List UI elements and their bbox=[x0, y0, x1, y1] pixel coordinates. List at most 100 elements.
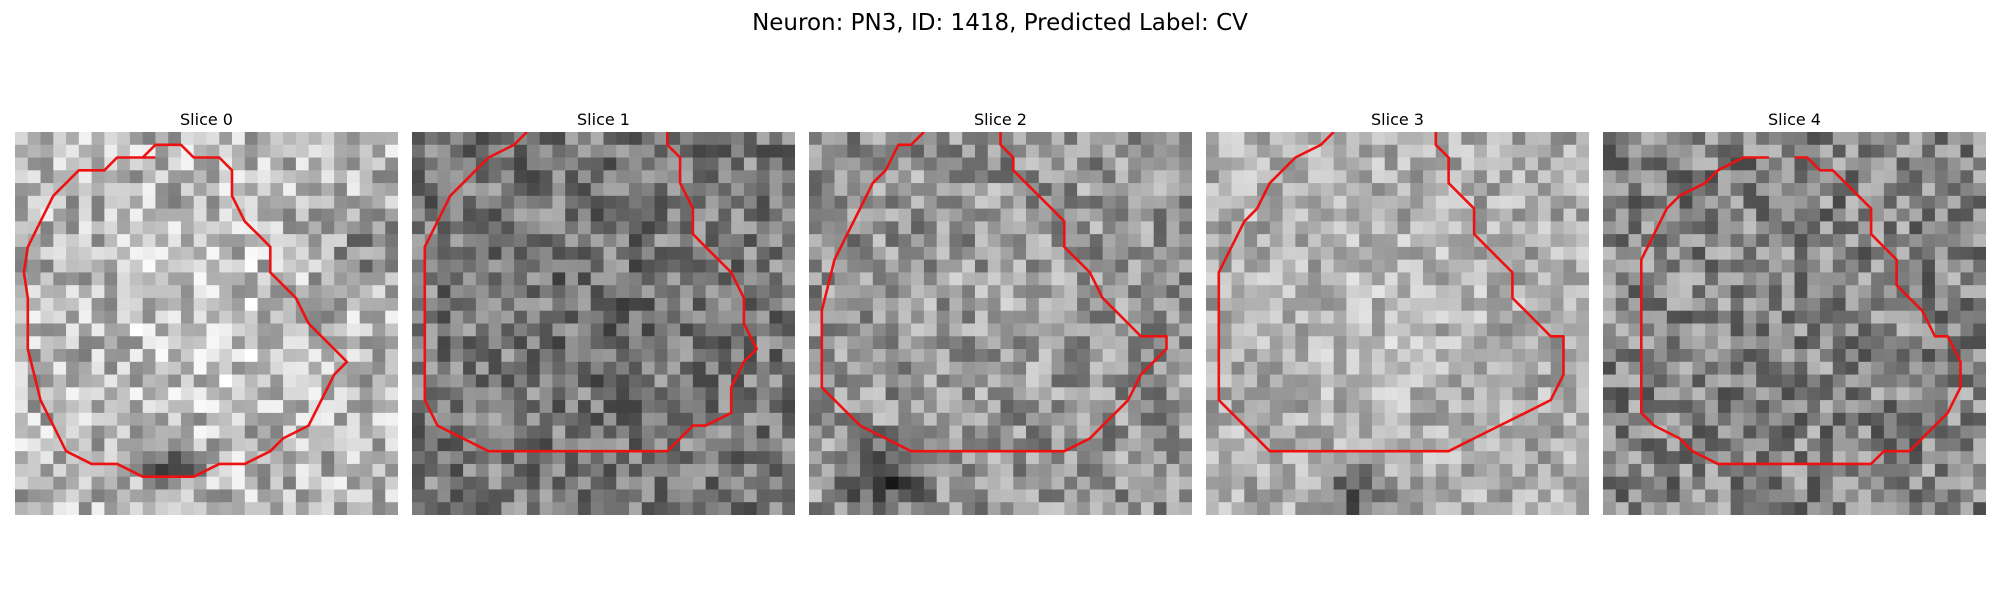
pixel bbox=[1858, 502, 1872, 515]
pixel bbox=[1947, 157, 1962, 171]
pixel bbox=[1410, 285, 1424, 299]
pixel bbox=[1461, 246, 1475, 261]
pixel bbox=[1218, 387, 1233, 401]
pixel bbox=[705, 234, 719, 248]
pixel bbox=[1218, 157, 1233, 171]
pixel bbox=[616, 502, 630, 515]
pixel bbox=[1295, 387, 1309, 401]
pixel bbox=[1679, 285, 1693, 299]
pixel bbox=[1615, 451, 1630, 465]
pixel bbox=[809, 144, 823, 159]
pixel bbox=[1537, 132, 1552, 146]
pixel bbox=[1359, 183, 1373, 197]
pixel bbox=[834, 361, 848, 376]
pixel bbox=[1166, 489, 1180, 503]
pixel bbox=[1563, 234, 1577, 248]
pixel bbox=[923, 361, 938, 376]
pixel bbox=[616, 259, 630, 274]
pixel bbox=[629, 234, 643, 248]
pixel bbox=[1077, 489, 1091, 503]
pixel bbox=[590, 246, 605, 261]
pixel bbox=[168, 246, 182, 261]
pixel bbox=[1896, 246, 1910, 261]
pixel bbox=[1896, 272, 1910, 286]
pixel bbox=[1371, 221, 1386, 235]
pixel bbox=[590, 451, 605, 465]
pixel bbox=[1257, 502, 1271, 515]
pixel bbox=[1051, 297, 1065, 312]
pixel bbox=[1499, 272, 1513, 286]
pixel bbox=[1038, 374, 1053, 388]
pixel bbox=[1026, 234, 1040, 248]
pixel bbox=[809, 463, 823, 478]
pixel bbox=[974, 297, 989, 312]
pixel bbox=[1603, 438, 1617, 452]
pixel bbox=[1615, 489, 1630, 503]
pixel bbox=[1781, 246, 1796, 261]
pixel bbox=[1628, 246, 1642, 261]
pixel bbox=[1832, 144, 1847, 159]
pixel bbox=[1064, 425, 1078, 439]
pixel bbox=[680, 259, 694, 274]
pixel bbox=[1512, 157, 1526, 171]
pixel bbox=[1537, 272, 1552, 286]
pixel bbox=[346, 170, 361, 184]
pixel bbox=[283, 144, 297, 159]
pixel bbox=[334, 374, 348, 388]
pixel bbox=[412, 476, 426, 491]
pixel bbox=[667, 297, 681, 312]
pixel bbox=[1807, 310, 1821, 325]
pixel bbox=[1410, 374, 1424, 388]
pixel bbox=[1615, 195, 1630, 210]
pixel bbox=[1654, 132, 1668, 146]
pixel bbox=[501, 259, 515, 274]
pixel bbox=[232, 221, 246, 235]
pixel bbox=[1550, 438, 1565, 452]
pixel bbox=[193, 438, 208, 452]
pixel bbox=[180, 132, 195, 146]
pixel bbox=[1756, 374, 1770, 388]
pixel bbox=[860, 463, 874, 478]
pixel bbox=[1038, 451, 1053, 465]
pixel bbox=[756, 349, 771, 363]
pixel bbox=[1000, 221, 1014, 235]
pixel bbox=[1333, 400, 1348, 414]
pixel bbox=[219, 489, 233, 503]
pixel bbox=[667, 463, 681, 478]
pixel bbox=[1153, 425, 1168, 439]
pixel bbox=[1934, 502, 1949, 515]
pixel bbox=[1064, 387, 1078, 401]
pixel bbox=[295, 195, 310, 210]
pixel bbox=[590, 310, 605, 325]
pixel bbox=[1563, 195, 1577, 210]
pixel bbox=[501, 272, 515, 286]
pixel bbox=[155, 259, 169, 274]
pixel bbox=[756, 195, 771, 210]
pixel bbox=[872, 476, 887, 491]
pixel bbox=[1359, 195, 1373, 210]
pixel bbox=[321, 438, 335, 452]
pixel bbox=[1705, 285, 1719, 299]
pixel bbox=[1563, 157, 1577, 171]
pixel bbox=[155, 170, 169, 184]
pixel bbox=[1615, 374, 1630, 388]
pixel bbox=[1128, 221, 1142, 235]
pixel bbox=[1308, 285, 1322, 299]
pixel bbox=[1615, 183, 1630, 197]
pixel bbox=[552, 425, 566, 439]
pixel bbox=[244, 132, 259, 146]
pixel bbox=[974, 438, 989, 452]
pixel bbox=[463, 502, 477, 515]
pixel bbox=[1051, 285, 1065, 299]
pixel bbox=[1257, 476, 1271, 491]
pixel bbox=[731, 502, 745, 515]
pixel bbox=[718, 157, 732, 171]
pixel bbox=[1603, 310, 1617, 325]
pixel bbox=[1563, 349, 1577, 363]
pixel bbox=[1947, 195, 1962, 210]
pixel bbox=[1346, 323, 1360, 337]
pixel bbox=[1832, 310, 1847, 325]
pixel bbox=[1871, 412, 1885, 427]
pixel bbox=[911, 144, 925, 159]
pixel bbox=[424, 132, 439, 146]
